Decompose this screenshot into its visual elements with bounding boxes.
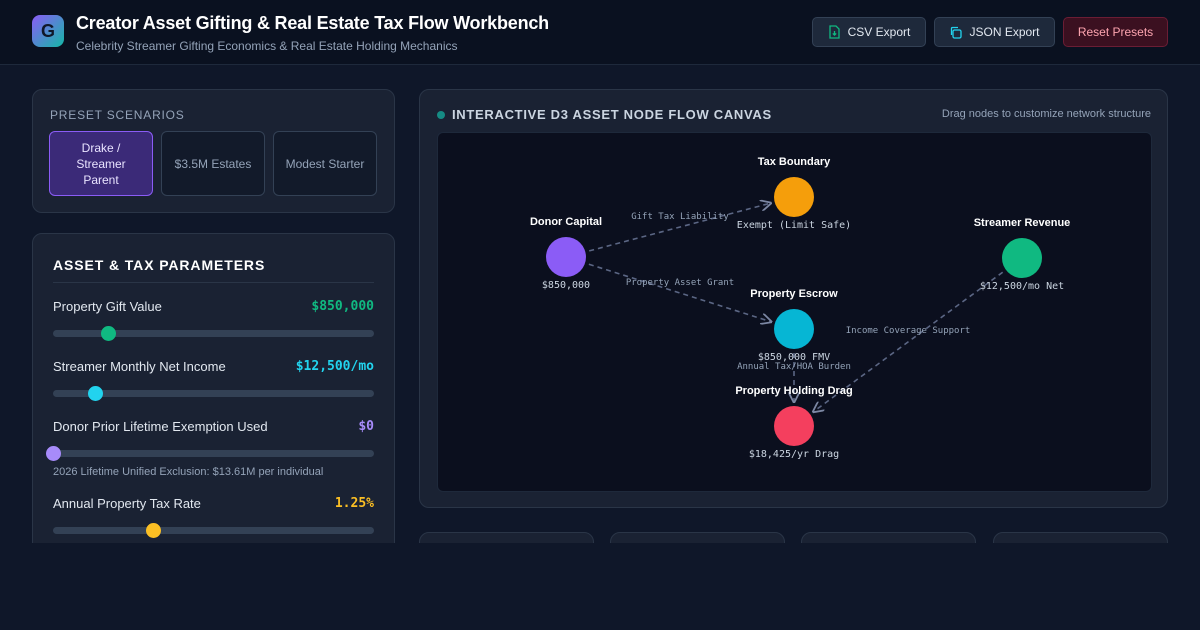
parameters-divider bbox=[53, 282, 374, 283]
flow-node-name: Tax Boundary bbox=[758, 156, 831, 168]
flow-link-donor-tax bbox=[589, 203, 771, 252]
flow-node-escrow[interactable]: Property Escrow $850,000 FMV bbox=[750, 288, 838, 363]
app-subtitle: Celebrity Streamer Gifting Economics & R… bbox=[76, 39, 458, 53]
property-gift-value-slider[interactable] bbox=[53, 326, 374, 341]
preset-modest-starter[interactable]: Modest Starter bbox=[273, 131, 377, 196]
app-title: Creator Asset Gifting & Real Estate Tax … bbox=[76, 13, 549, 33]
flow-node-drag[interactable]: Property Holding Drag $18,425/yr Drag bbox=[735, 385, 852, 460]
streamer-monthly-income-slider-handle[interactable] bbox=[87, 386, 103, 401]
status-dot-icon bbox=[437, 111, 445, 119]
streamer-monthly-income-slider[interactable] bbox=[53, 386, 374, 401]
flow-node-circle[interactable] bbox=[774, 309, 814, 349]
flow-node-name: Donor Capital bbox=[530, 216, 602, 228]
flow-node-donor[interactable]: Donor Capital $850,000 bbox=[530, 216, 602, 291]
flow-link-label: Annual Tax/HOA Burden bbox=[737, 362, 851, 372]
donor-exemption-used-slider-handle[interactable] bbox=[46, 446, 61, 461]
file-download-icon bbox=[828, 25, 841, 39]
node-flow-canvas[interactable]: Gift Tax Liability Property Asset Grant An… bbox=[437, 132, 1152, 492]
preset-3-5m-estates[interactable]: $3.5M Estates bbox=[161, 131, 265, 196]
flow-node-value: Exempt (Limit Safe) bbox=[737, 220, 851, 231]
app-header: G Creator Asset Gifting & Real Estate Ta… bbox=[0, 0, 1200, 65]
property-tax-rate-label: Annual Property Tax Rate bbox=[53, 496, 201, 511]
flow-node-name: Streamer Revenue bbox=[974, 217, 1071, 229]
csv-export-label: CSV Export bbox=[847, 25, 911, 39]
flow-node-value: $850,000 FMV bbox=[758, 352, 830, 363]
streamer-monthly-income-readout: $12,500/mo bbox=[295, 359, 374, 374]
page-background bbox=[0, 543, 1200, 630]
flow-node-tax[interactable]: Tax Boundary Exempt (Limit Safe) bbox=[737, 156, 851, 231]
app-logo: G bbox=[32, 15, 64, 47]
preset-drake-streamer-parent[interactable]: Drake / Streamer Parent bbox=[49, 131, 153, 196]
flow-node-circle[interactable] bbox=[546, 237, 586, 277]
json-export-label: JSON Export bbox=[969, 25, 1040, 39]
property-tax-rate-readout: 1.25% bbox=[334, 496, 374, 511]
copy-icon bbox=[949, 26, 963, 39]
node-flow-graph[interactable]: Gift Tax Liability Property Asset Grant An… bbox=[438, 133, 1152, 492]
streamer-monthly-income-label: Streamer Monthly Net Income bbox=[53, 359, 226, 374]
canvas-title: Interactive D3 Asset Node Flow Canvas bbox=[452, 107, 772, 122]
lifetime-exclusion-note: 2026 Lifetime Unified Exclusion: $13.61M… bbox=[53, 466, 324, 478]
flow-node-circle[interactable] bbox=[1002, 238, 1042, 278]
preset-scenarios-label: Preset Scenarios bbox=[50, 108, 185, 122]
property-gift-value-readout: $850,000 bbox=[311, 299, 374, 314]
flow-link-label: Income Coverage Support bbox=[846, 326, 971, 336]
preset-scenarios-panel: Preset Scenarios Drake / Streamer Parent… bbox=[32, 89, 395, 213]
flow-node-value: $12,500/mo Net bbox=[980, 281, 1064, 292]
flow-link-label: Gift Tax Liability bbox=[631, 212, 729, 222]
flow-node-circle[interactable] bbox=[774, 177, 814, 217]
flow-node-value: $18,425/yr Drag bbox=[749, 449, 839, 460]
property-gift-value-label: Property Gift Value bbox=[53, 299, 162, 314]
donor-exemption-used-readout: $0 bbox=[358, 419, 374, 434]
donor-exemption-used-slider[interactable] bbox=[46, 446, 374, 461]
canvas-hint: Drag nodes to customize network structur… bbox=[941, 108, 1151, 120]
property-tax-rate-slider[interactable] bbox=[53, 523, 374, 538]
flow-node-name: Property Escrow bbox=[750, 288, 838, 300]
asset-tax-parameters-panel: Asset & Tax Parameters Property Gift Val… bbox=[32, 233, 395, 573]
property-gift-value-slider-handle[interactable] bbox=[100, 326, 116, 341]
property-tax-rate-slider-handle[interactable] bbox=[145, 523, 161, 538]
flow-link-label: Property Asset Grant bbox=[626, 278, 734, 288]
reset-presets-button[interactable]: Reset Presets bbox=[1063, 17, 1168, 47]
parameters-title: Asset & Tax Parameters bbox=[53, 257, 266, 273]
flow-link-revenue-drag bbox=[813, 271, 1004, 412]
flow-node-revenue[interactable]: Streamer Revenue $12,500/mo Net bbox=[974, 217, 1071, 292]
json-export-button[interactable]: JSON Export bbox=[934, 17, 1055, 47]
csv-export-button[interactable]: CSV Export bbox=[812, 17, 926, 47]
flow-node-name: Property Holding Drag bbox=[735, 385, 852, 397]
flow-node-value: $850,000 bbox=[542, 280, 590, 291]
flow-node-circle[interactable] bbox=[774, 406, 814, 446]
donor-exemption-used-label: Donor Prior Lifetime Exemption Used bbox=[53, 419, 268, 434]
node-flow-canvas-panel: Interactive D3 Asset Node Flow Canvas Dr… bbox=[419, 89, 1168, 508]
flow-link-donor-escrow bbox=[588, 263, 771, 322]
